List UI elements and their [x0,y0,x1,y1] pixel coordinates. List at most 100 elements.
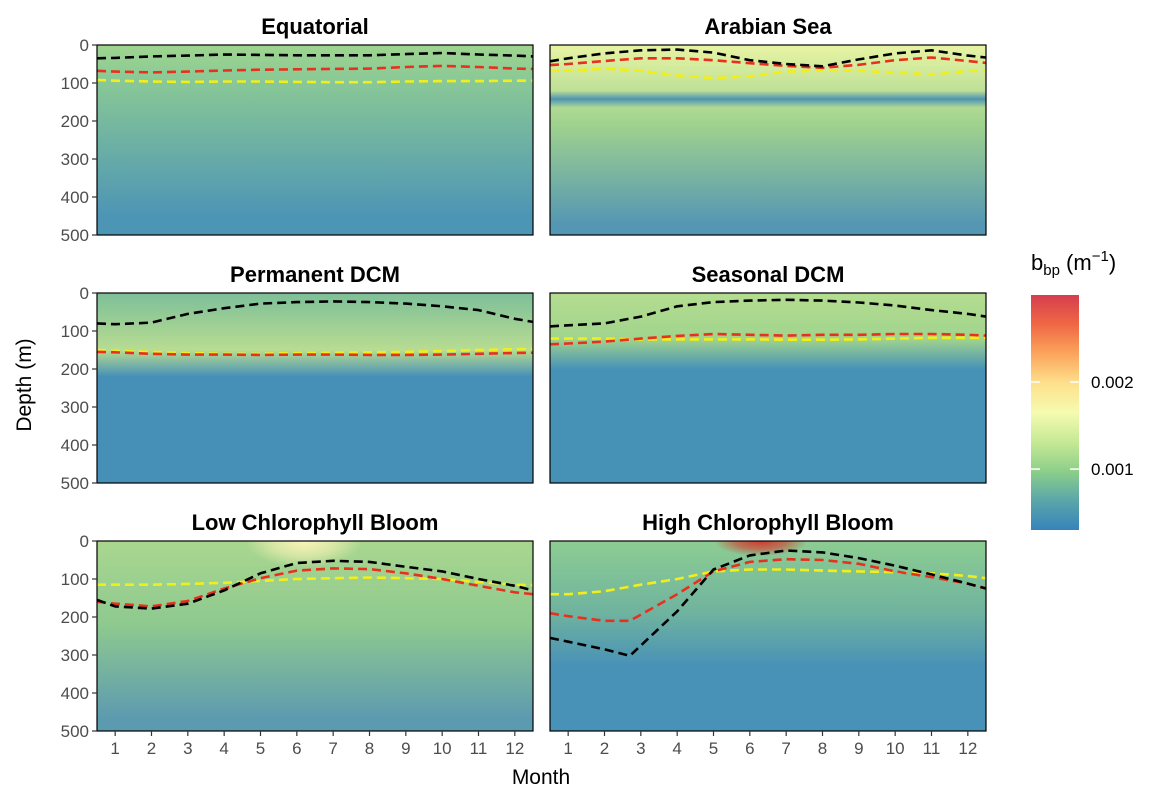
depth-line-red [550,332,986,346]
y-tick-label: 100 [61,322,89,341]
legend-title-close: ) [1109,250,1116,275]
mixed-layer-line-yellow [550,67,986,80]
y-axis-label: Depth (m) [13,338,36,431]
panel-equatorial: Equatorial 0 100 200 300 400 500 [61,14,534,245]
x-tick-label: 8 [365,739,374,758]
x-tick-label: 1 [563,739,572,758]
y-tick-label: 0 [80,532,89,551]
x-tick-label: 10 [433,739,452,758]
x-tick-label: 9 [854,739,863,758]
y-tick-label: 500 [61,722,89,741]
mixed-layer-line-yellow [550,336,986,341]
y-tick-label: 500 [61,226,89,245]
panel-border [96,44,534,236]
panel-seasonal-dcm: Seasonal DCM [549,262,987,484]
heatmap-background [550,45,986,235]
y-tick-label: 400 [61,188,89,207]
y-tick-label: 0 [80,36,89,55]
depth-line-red [550,557,986,623]
y-tick-label: 0 [80,284,89,303]
heatmap-background [97,293,533,483]
x-tick-label: 3 [183,739,192,758]
y-tick-label: 300 [61,646,89,665]
x-tick-label: 5 [709,739,718,758]
x-tick-label: 5 [256,739,265,758]
depth-line-black [97,559,533,610]
heatmap-low-band [550,90,986,108]
heatmap-field [97,541,533,731]
legend-title-subscript: bp [1043,262,1060,279]
x-tick-label: 2 [600,739,609,758]
panel-border [549,44,987,236]
heatmap-bloom [713,541,808,557]
panel-border [549,292,987,484]
panel-permanent-dcm: Permanent DCM 0 100 200 300 400 500 [61,262,534,493]
panel-border [96,540,534,732]
x-tick-label: 7 [328,739,337,758]
y-tick-label: 400 [61,436,89,455]
x-tick-label: 1 [110,739,119,758]
y-tick-label: 200 [61,112,89,131]
depth-line-black [550,298,986,328]
x-tick-label: 2 [147,739,156,758]
panel-arabian-sea: Arabian Sea [549,14,987,236]
panel-title: Arabian Sea [704,14,832,39]
x-tick-label: 8 [818,739,827,758]
heatmap-background [550,293,986,483]
legend-title: bbp (m−1) [1031,248,1116,279]
x-tick-label: 7 [781,739,790,758]
panel-title: Seasonal DCM [692,262,845,287]
panel-title: Equatorial [261,14,369,39]
mixed-layer-line-yellow [97,576,533,587]
depth-line-black [97,300,533,326]
y-tick-label: 200 [61,360,89,379]
colorbar-tick-label: 0.002 [1091,373,1134,392]
y-tick-label: 100 [61,570,89,589]
heatmap-background [550,541,986,731]
x-tick-label: 11 [470,739,488,758]
x-tick-label: 12 [505,739,524,758]
x-tick-label: 6 [292,739,301,758]
y-tick-label: 300 [61,398,89,417]
panel-title: Permanent DCM [230,262,400,287]
x-tick-label: 10 [886,739,905,758]
colorbar [1031,295,1079,530]
heatmap-background [97,45,533,235]
x-tick-label: 11 [923,739,941,758]
heatmap-field [97,293,533,483]
mixed-layer-line-yellow [97,78,533,84]
y-tick-label: 400 [61,684,89,703]
mixed-layer-line-yellow [550,568,986,596]
x-tick-label: 3 [636,739,645,758]
panel-title: High Chlorophyll Bloom [642,510,894,535]
x-tick-label: 6 [745,739,754,758]
x-tick-label: 9 [401,739,410,758]
colorbar-tick-label: 0.001 [1091,460,1134,479]
depth-line-black [97,51,533,60]
mixed-layer-line-yellow [97,347,533,356]
depth-line-red [97,350,533,357]
x-axis-label: Month [512,766,570,789]
depth-line-black [550,549,986,658]
heatmap-field [550,45,986,235]
depth-line-black [550,48,986,68]
depth-line-red [97,567,533,608]
y-tick-label: 500 [61,474,89,493]
panel-border [96,292,534,484]
y-tick-label: 100 [61,74,89,93]
legend-title-symbol: b [1031,250,1043,275]
x-tick-label: 4 [672,739,681,758]
x-tick-label: 12 [958,739,977,758]
colorbar-legend: bbp (m−1) 0.001 0.002 [1031,248,1134,530]
panel-border [549,540,987,732]
legend-title-units: (m [1060,250,1092,275]
y-tick-label: 300 [61,150,89,169]
heatmap-field [550,541,986,731]
legend-title-superscript: −1 [1092,248,1109,265]
x-tick-label: 4 [219,739,228,758]
depth-line-red [550,56,986,70]
